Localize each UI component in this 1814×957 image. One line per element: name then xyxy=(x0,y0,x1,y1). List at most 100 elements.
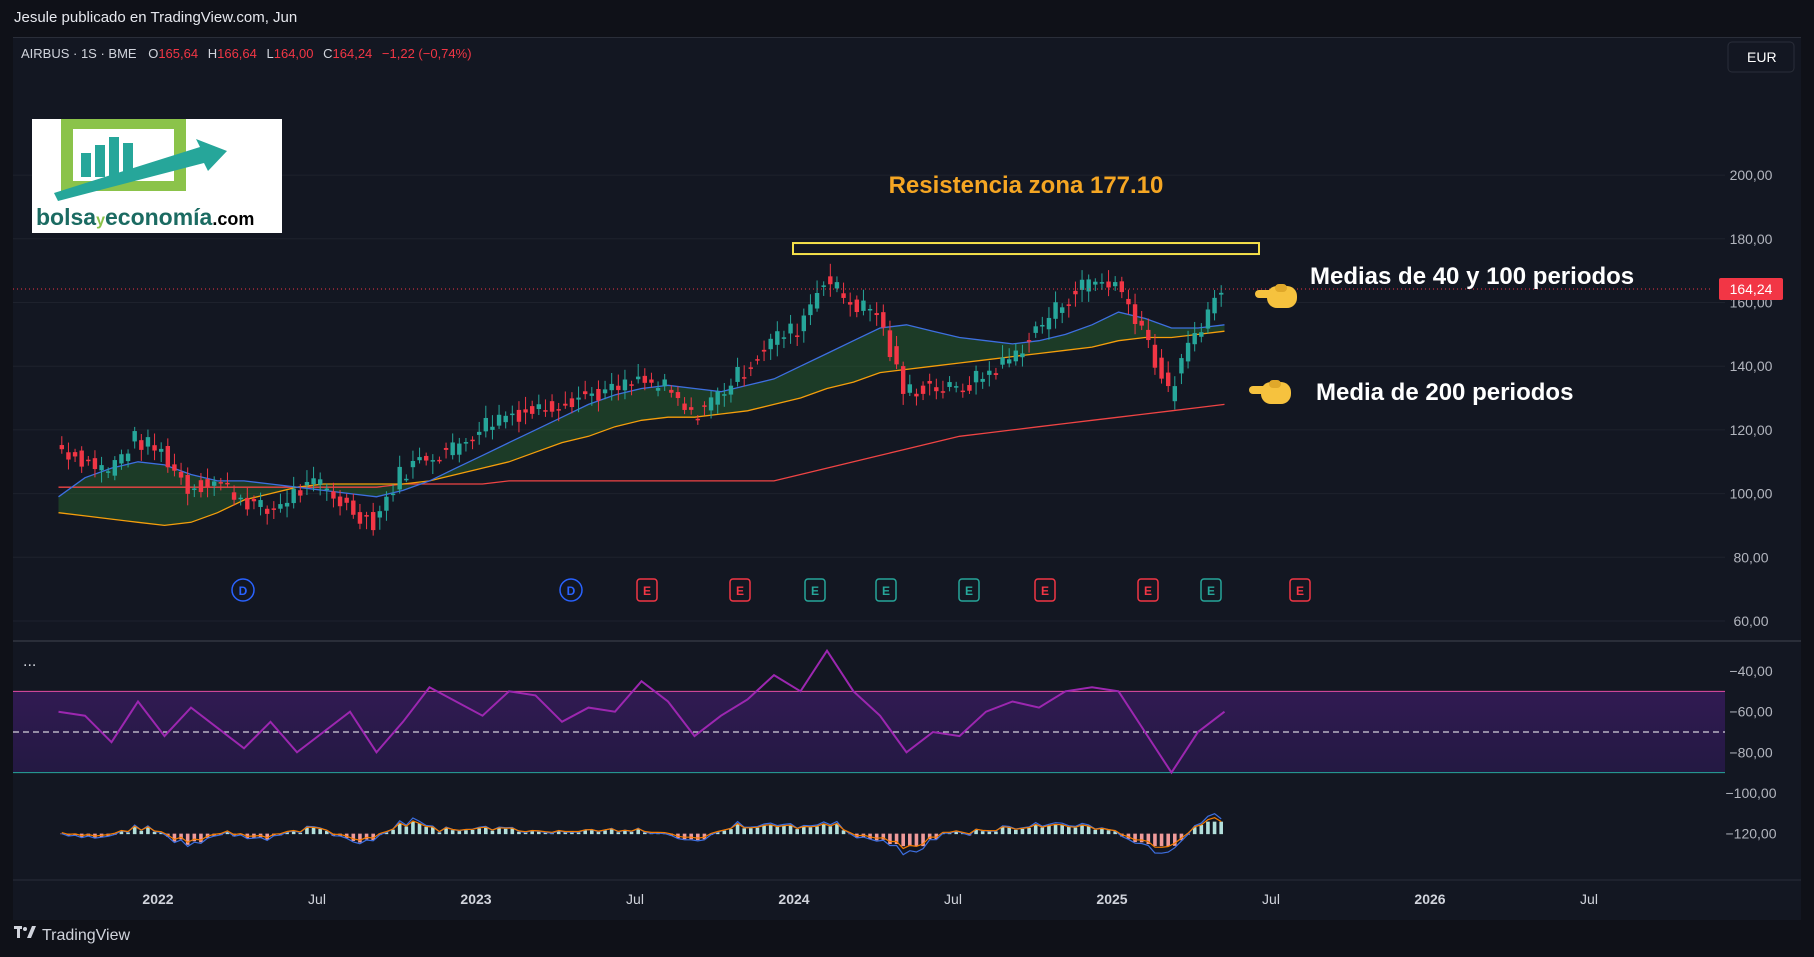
candle-body xyxy=(596,388,601,401)
macd-bar xyxy=(788,825,793,835)
macd-bar xyxy=(424,826,428,835)
macd-bar xyxy=(139,830,144,835)
candle-body xyxy=(377,511,383,518)
candle-body xyxy=(1112,282,1118,287)
candle-body xyxy=(642,375,648,383)
time-tick-label: 2024 xyxy=(778,891,809,907)
macd-bar xyxy=(431,827,435,835)
indicator-collapsed-label[interactable]: ... xyxy=(23,653,36,670)
event-marker-label: E xyxy=(1144,584,1152,598)
macd-bar xyxy=(934,833,939,840)
symbol-legend[interactable]: AIRBUS · 1S · BME O165,64 H166,64 L164,0… xyxy=(21,46,472,61)
candle-body xyxy=(1199,332,1204,337)
candle-body xyxy=(231,492,237,500)
candle-body xyxy=(450,442,455,456)
candle-body xyxy=(708,397,714,411)
macd-bar xyxy=(749,828,753,835)
bolsayeconomia-logo: bolsayeconomía.com xyxy=(32,119,282,233)
candle-body xyxy=(801,315,807,332)
macd-bar xyxy=(583,830,587,835)
candle-body xyxy=(702,405,707,407)
macd-bar xyxy=(305,827,309,835)
price-tick-label: 200,00 xyxy=(1730,167,1773,183)
candle-body xyxy=(1165,372,1171,387)
price-axis[interactable]: 200,00180,00160,00140,00120,00100,0080,0… xyxy=(1730,167,1773,629)
candle-body xyxy=(1026,340,1032,342)
candle-body xyxy=(430,460,436,462)
candle-body xyxy=(582,391,588,395)
candle-body xyxy=(1179,358,1184,374)
macd-bar xyxy=(1007,827,1011,835)
candle-body xyxy=(211,481,217,486)
candle-body xyxy=(987,370,992,375)
event-marker-label: E xyxy=(643,584,651,598)
candle-body xyxy=(225,482,230,485)
candle-body xyxy=(523,409,528,413)
candle-body xyxy=(1073,290,1078,295)
candle-body xyxy=(404,478,409,481)
candle-body xyxy=(814,292,820,309)
candle-body xyxy=(947,382,952,387)
candle-body xyxy=(1152,344,1158,368)
candle-body xyxy=(496,414,502,426)
candle-body xyxy=(755,359,760,361)
currency-button[interactable]: EUR xyxy=(1727,41,1795,73)
macd-bar xyxy=(325,830,329,835)
candle-body xyxy=(1006,359,1012,364)
macd-bar xyxy=(1033,824,1038,835)
macd-bar xyxy=(894,833,899,845)
macd-bar xyxy=(530,831,534,835)
candle-body xyxy=(1020,353,1025,358)
top-bar: Jesule publicado en TradingView.com, Jun xyxy=(0,0,1814,36)
macd-bar xyxy=(179,833,183,840)
macd-bar xyxy=(503,828,508,835)
candle-body xyxy=(284,502,290,507)
candle-body xyxy=(59,445,65,450)
macd-bar xyxy=(636,829,640,835)
macd-bar xyxy=(391,829,395,835)
candle-body xyxy=(1146,329,1151,341)
candle-body xyxy=(192,488,197,490)
tradingview-brand[interactable]: TradingView xyxy=(14,926,130,945)
candle-body xyxy=(808,304,813,316)
candle-body xyxy=(476,431,482,435)
indicator-axis[interactable]: −40,00 −60,00 −80,00 −100,00 −120,00 xyxy=(1726,663,1777,842)
candle-body xyxy=(86,459,91,462)
time-axis[interactable]: 2022 Jul 2023 Jul 2024 Jul 2025 Jul 2026 Jul xyxy=(142,891,1598,907)
macd-bar xyxy=(768,824,773,835)
price-tick-label: 80,00 xyxy=(1733,549,1768,565)
candlestick-series xyxy=(59,263,1224,536)
candle-body xyxy=(1218,292,1224,295)
candle-body xyxy=(357,512,363,524)
macd-bar xyxy=(616,832,621,835)
macd-bar xyxy=(954,831,958,835)
macd-bar xyxy=(490,830,495,835)
candle-body xyxy=(390,493,396,496)
macd-bar xyxy=(722,830,727,835)
chart-frame[interactable]: Resistencia zona 177.10 Medias de 40 y 1… xyxy=(13,37,1801,921)
candle-body xyxy=(198,480,204,493)
candle-body xyxy=(741,377,747,379)
candle-body xyxy=(715,391,720,405)
chart-canvas[interactable]: Resistencia zona 177.10 Medias de 40 y 1… xyxy=(13,38,1801,920)
macd-bar xyxy=(1219,821,1223,835)
earnings-marker xyxy=(875,578,897,602)
earnings-marker xyxy=(1034,578,1056,602)
macd-bar xyxy=(285,832,289,835)
candle-body xyxy=(1000,357,1005,365)
tradingview-brand-label: TradingView xyxy=(42,926,131,944)
macd-bar xyxy=(298,832,303,835)
ma-cloud-fill xyxy=(58,312,1225,526)
macd-bar xyxy=(1212,821,1217,835)
candle-body xyxy=(1086,279,1091,292)
macd-bar xyxy=(159,832,163,835)
macd-bar xyxy=(1139,833,1144,843)
macd-bar xyxy=(1199,824,1204,835)
resistance-zone-box[interactable] xyxy=(792,242,1260,256)
candle-body xyxy=(688,407,694,410)
candle-body xyxy=(722,394,727,396)
macd-bar xyxy=(371,833,375,841)
macd-bar xyxy=(570,832,574,835)
dividend-marker xyxy=(231,578,255,602)
candle-body xyxy=(1093,281,1098,285)
